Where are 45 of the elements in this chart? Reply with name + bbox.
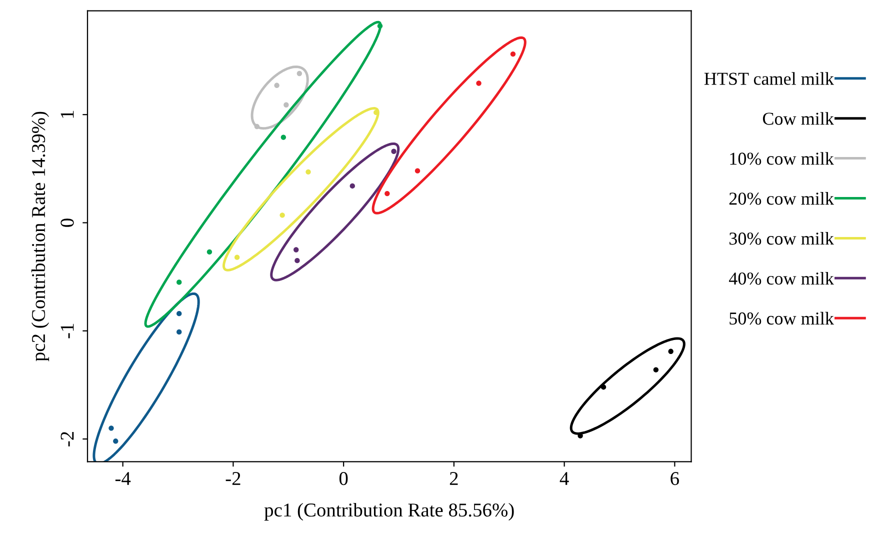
point [306,169,311,175]
x-tick-label: 0 [339,472,348,486]
x-tick-label: 2 [450,472,458,485]
point [176,310,182,316]
point [391,148,396,154]
y-tick-label: 0 [60,218,74,227]
point [206,249,212,255]
y-tick-label: -1 [60,324,74,338]
legend-label: Cow milk [762,112,834,125]
legend-label: 30% cow milk [730,232,834,245]
point [476,80,482,86]
legend-label: 20% cow milk [729,192,834,205]
point [284,102,289,108]
point [280,134,286,140]
point [296,70,302,76]
y-axis-title: pc2 (Contribution Rate 14.39%) [31,112,50,362]
point [280,212,285,218]
x-tick-label: -2 [226,472,240,485]
y-tick-label: -2 [60,432,74,446]
point [294,258,300,264]
x-tick-label: 4 [560,472,569,485]
point [234,254,240,260]
point [600,384,606,390]
point [108,426,114,431]
legend-label: 10% cow milk [730,152,834,165]
point [668,348,674,354]
point [350,183,355,189]
legend-label: 50% cow milk [730,312,834,325]
point [414,168,420,174]
point [274,82,280,88]
y-tick-label: 1 [60,110,74,118]
point [510,51,516,57]
x-axis-title: pc1 (Contribution Rate 85.56%) [264,502,514,521]
x-tick-label: -4 [115,472,131,485]
point [653,367,659,372]
point [254,124,260,130]
point [384,190,390,196]
point [176,280,182,285]
point [176,329,182,335]
point [113,438,118,444]
legend-label: 40% cow milk [728,272,834,285]
point [377,23,383,29]
point [294,247,299,252]
x-tick-label: 6 [670,472,679,486]
legend-label: HTST camel milk [704,72,834,85]
